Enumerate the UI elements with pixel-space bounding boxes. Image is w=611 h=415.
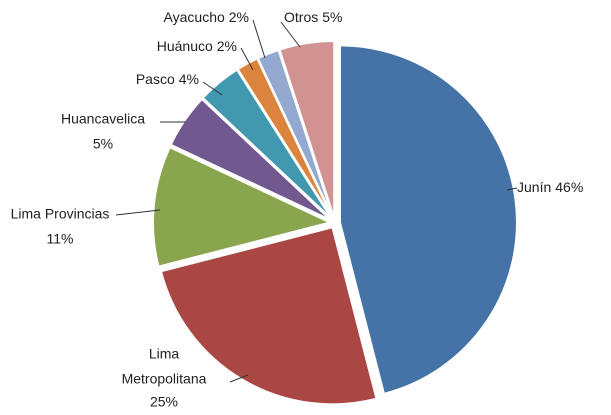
data-label: Junín 46% <box>517 179 583 195</box>
pie-slice <box>338 44 518 396</box>
data-label: Ayacucho 2% <box>164 9 249 25</box>
leader-line <box>506 187 518 191</box>
data-label: Pasco 4% <box>136 71 199 87</box>
value-label: 25% <box>150 394 178 410</box>
pie-slice <box>256 48 335 219</box>
data-label: Huánuco 2% <box>157 38 237 54</box>
category-label: Metropolitana <box>122 371 207 387</box>
data-label: Otros 5% <box>284 9 342 25</box>
value-label: 11% <box>47 231 74 247</box>
category-label: Huánuco <box>157 38 213 54</box>
leader-line <box>202 81 223 96</box>
leader-line <box>280 21 301 48</box>
category-label: Ayacucho <box>164 9 225 25</box>
leader-line <box>229 374 249 383</box>
pie-slice <box>159 226 378 406</box>
pie-slice <box>169 97 332 222</box>
pie-slice <box>278 40 336 219</box>
leader-line <box>115 209 161 216</box>
category-label: Huancavelica <box>61 111 145 127</box>
value-label: 2% <box>229 9 249 25</box>
category-label: Pasco <box>136 71 175 87</box>
category-label: Lima <box>149 346 180 362</box>
category-label: Lima Provincias <box>11 206 110 222</box>
value-label: 5% <box>93 136 113 152</box>
value-label: 4% <box>179 71 199 87</box>
value-label: 2% <box>217 38 237 54</box>
leader-line <box>252 19 266 59</box>
value-label: 46% <box>555 179 583 195</box>
category-label: Otros <box>284 9 318 25</box>
pie-slice <box>152 145 333 268</box>
leader-line <box>240 47 254 71</box>
value-label: 5% <box>322 9 342 25</box>
category-label: Junín <box>517 179 551 195</box>
